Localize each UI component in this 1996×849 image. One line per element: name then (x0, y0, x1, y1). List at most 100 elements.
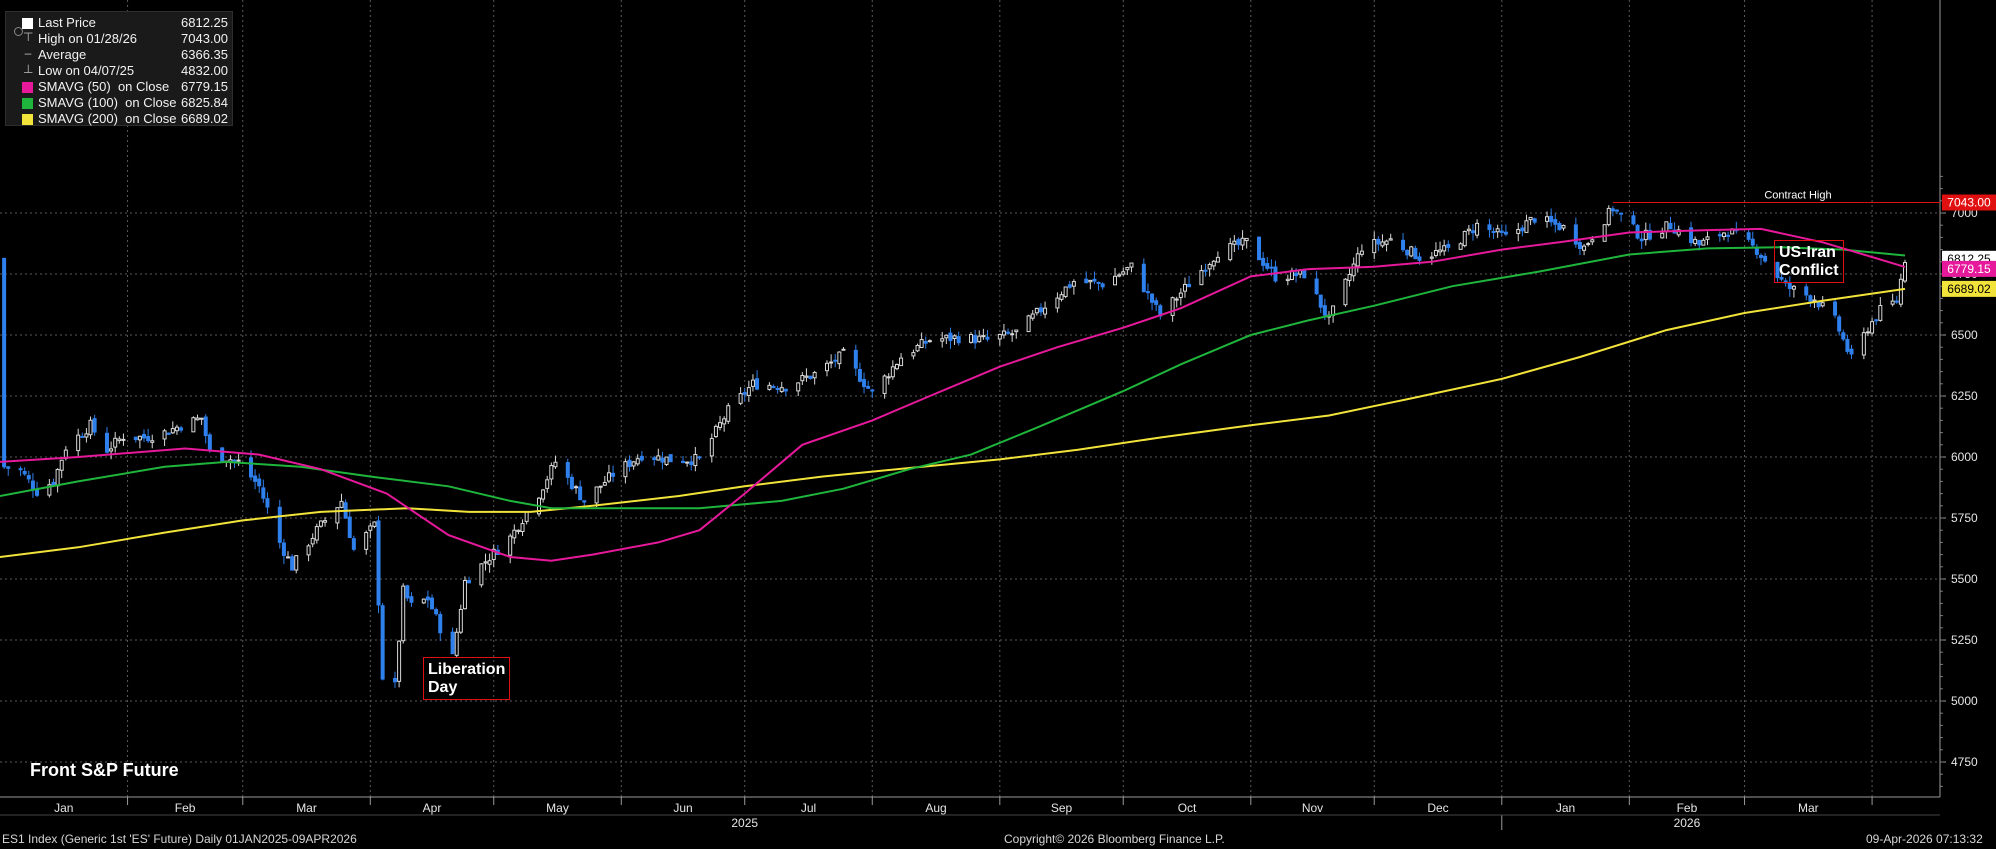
candle-body (59, 459, 64, 471)
candle-body (1442, 245, 1447, 252)
grid-lines (0, 0, 1940, 797)
candle-body (1438, 249, 1443, 253)
candle-body (985, 336, 990, 340)
candle-body (709, 437, 714, 457)
legend-swatch (22, 114, 33, 125)
y-tick-label: 4750 (1951, 755, 1978, 769)
candle-body (1639, 238, 1644, 242)
candle-body (1470, 230, 1475, 234)
candle-body (1491, 231, 1496, 234)
candle-body (697, 456, 702, 459)
candle-body (137, 435, 142, 441)
candle-body (796, 382, 801, 392)
candle-body (944, 334, 949, 339)
candle-body (483, 561, 488, 564)
candle-body (401, 585, 406, 642)
candle-body (1405, 249, 1410, 256)
candle-body (631, 461, 636, 467)
candle-body (1178, 292, 1183, 298)
x-month-label: Jun (673, 801, 692, 815)
candle-body (981, 335, 986, 338)
candle-body (919, 339, 924, 349)
candle-body (1380, 241, 1385, 247)
legend-label: Average (38, 47, 87, 62)
candle-body (808, 375, 813, 380)
candle-body (2, 258, 7, 468)
candle-body (664, 456, 669, 465)
candle-body (627, 459, 632, 468)
x-month-label: May (546, 801, 569, 815)
footer-source: ES1 Index (Generic 1st 'ES' Future) Dail… (2, 832, 357, 846)
candle-body (6, 466, 11, 469)
price-tag (1942, 280, 1996, 297)
candle-body (853, 349, 858, 369)
candle-body (1113, 275, 1118, 286)
candle-body (623, 461, 628, 478)
legend-label: SMAVG (200) on Close (38, 111, 177, 126)
candle-body (1355, 253, 1360, 267)
candle-body (1791, 285, 1796, 290)
candle-body (639, 455, 644, 461)
candle-body (397, 640, 402, 682)
candle-body (1413, 247, 1418, 260)
candle-body (508, 535, 513, 556)
candle-body (1903, 262, 1907, 282)
x-month-label: Jan (1556, 801, 1575, 815)
x-month-label: Apr (423, 801, 442, 815)
candle-body (866, 385, 871, 389)
candle-body (232, 459, 237, 462)
candle-body (376, 520, 381, 606)
candle-body (1129, 262, 1134, 268)
candle-body (479, 563, 484, 586)
candle-body (438, 613, 443, 634)
legend-swatch (22, 18, 33, 29)
candle-body (1804, 286, 1809, 296)
candle-body (339, 500, 344, 508)
candle-body (1549, 215, 1554, 223)
candle-body (899, 357, 904, 367)
legend-value: 6825.84 (181, 95, 228, 110)
candle-body (1433, 249, 1438, 256)
candle-body (294, 555, 299, 571)
candle-body (425, 596, 430, 601)
legend: Last Price 6812.25 ⊤ High on 01/28/26 7043.0… (5, 11, 233, 126)
candle-body (257, 478, 262, 487)
candle-body (290, 556, 295, 571)
candle-body (318, 520, 323, 527)
candle-body (948, 332, 953, 342)
candle-body (253, 475, 258, 482)
candle-body (602, 482, 607, 486)
candle-body (574, 486, 579, 489)
candle-body (1524, 220, 1529, 233)
candle-body (857, 369, 862, 382)
candle-body (372, 521, 377, 527)
candle-body (1207, 264, 1212, 270)
candle-body (1697, 239, 1702, 246)
candle-body (421, 598, 426, 604)
candle-body (133, 436, 138, 441)
candle-body (392, 677, 397, 683)
candle-body (277, 506, 282, 543)
legend-row: SMAVG (50) on Close 6779.15 (6, 79, 230, 95)
sma-200-line (0, 287, 1906, 558)
candle-body (812, 372, 817, 379)
x-year-label: 2026 (1674, 816, 1701, 830)
candle-body (660, 457, 665, 463)
collapse-icon[interactable] (14, 27, 23, 36)
candle-body (1096, 281, 1101, 284)
candle-body (430, 597, 435, 610)
candle-body (755, 378, 760, 390)
candle-body (454, 631, 459, 656)
legend-value: 6689.02 (181, 111, 228, 126)
candle-body (569, 476, 574, 490)
candle-body (162, 430, 167, 440)
candle-body (30, 480, 35, 491)
y-tick-label: 5500 (1951, 572, 1978, 586)
candle-body (594, 486, 599, 504)
candle-body (261, 487, 266, 499)
candle-body (1084, 278, 1089, 284)
candle-body (1240, 237, 1245, 246)
candle-body (841, 348, 846, 351)
candle-body (179, 427, 184, 431)
